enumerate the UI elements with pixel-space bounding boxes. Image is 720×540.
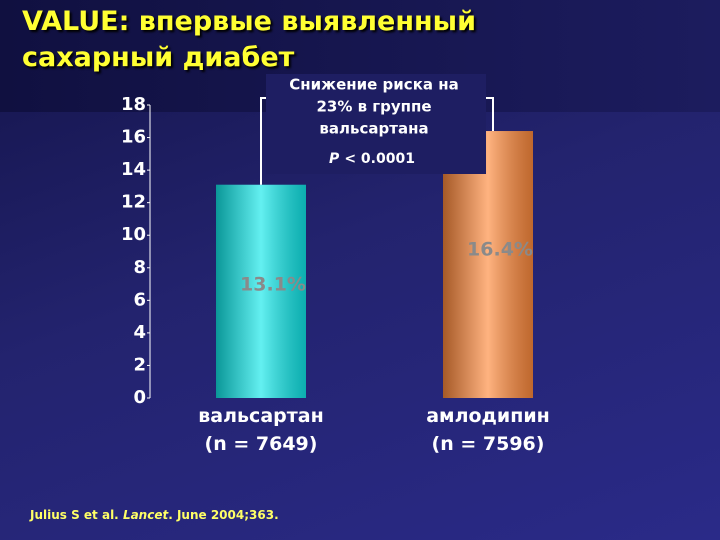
x-tick-label-line: амлодипин	[426, 405, 550, 427]
bar-shading	[443, 131, 533, 399]
x-tick-label-line: (n = 7649)	[205, 433, 318, 455]
y-tick-label: 6	[133, 289, 146, 310]
y-tick-label: 4	[133, 322, 146, 343]
y-tick-label: 18	[121, 94, 146, 115]
x-tick-label: амлодипин (n = 7596)	[426, 405, 550, 455]
x-tick-label: вальсартан (n = 7649)	[198, 405, 323, 455]
x-tick-label-line: (n = 7596)	[432, 433, 545, 455]
value-label: 16.4%	[467, 239, 533, 261]
source: Julius S et al. Lancet. June 2004;363.	[30, 508, 279, 522]
y-tick-label: 14	[121, 159, 146, 180]
y-tick-label: 10	[121, 224, 146, 245]
y-tick-label: 0	[133, 387, 146, 408]
y-tick-label: 12	[121, 192, 146, 213]
p-value: P < 0.0001	[329, 151, 415, 167]
value-label: 13.1%	[240, 274, 306, 296]
p-symbol: P	[329, 151, 340, 167]
y-tick-label: 16	[121, 127, 146, 148]
annotation-line: вальсартана	[319, 120, 428, 138]
source-journal: Lancet	[122, 508, 169, 522]
source-details: . June 2004;363.	[168, 508, 279, 522]
annotation-bg	[266, 74, 486, 174]
bar-shading	[216, 184, 306, 398]
y-tick-label: 8	[133, 257, 146, 278]
x-tick-label-line: вальсартан	[198, 405, 323, 427]
chart-title: VALUE: впервые выявленный сахарный диабе…	[22, 6, 477, 73]
p-text: < 0.0001	[344, 151, 415, 167]
annotation-line: 23% в группе	[316, 98, 431, 116]
source-authors: Julius S et al.	[30, 508, 119, 522]
y-tick-label: 2	[133, 354, 146, 375]
annotation-line: Снижение риска на	[289, 76, 458, 94]
